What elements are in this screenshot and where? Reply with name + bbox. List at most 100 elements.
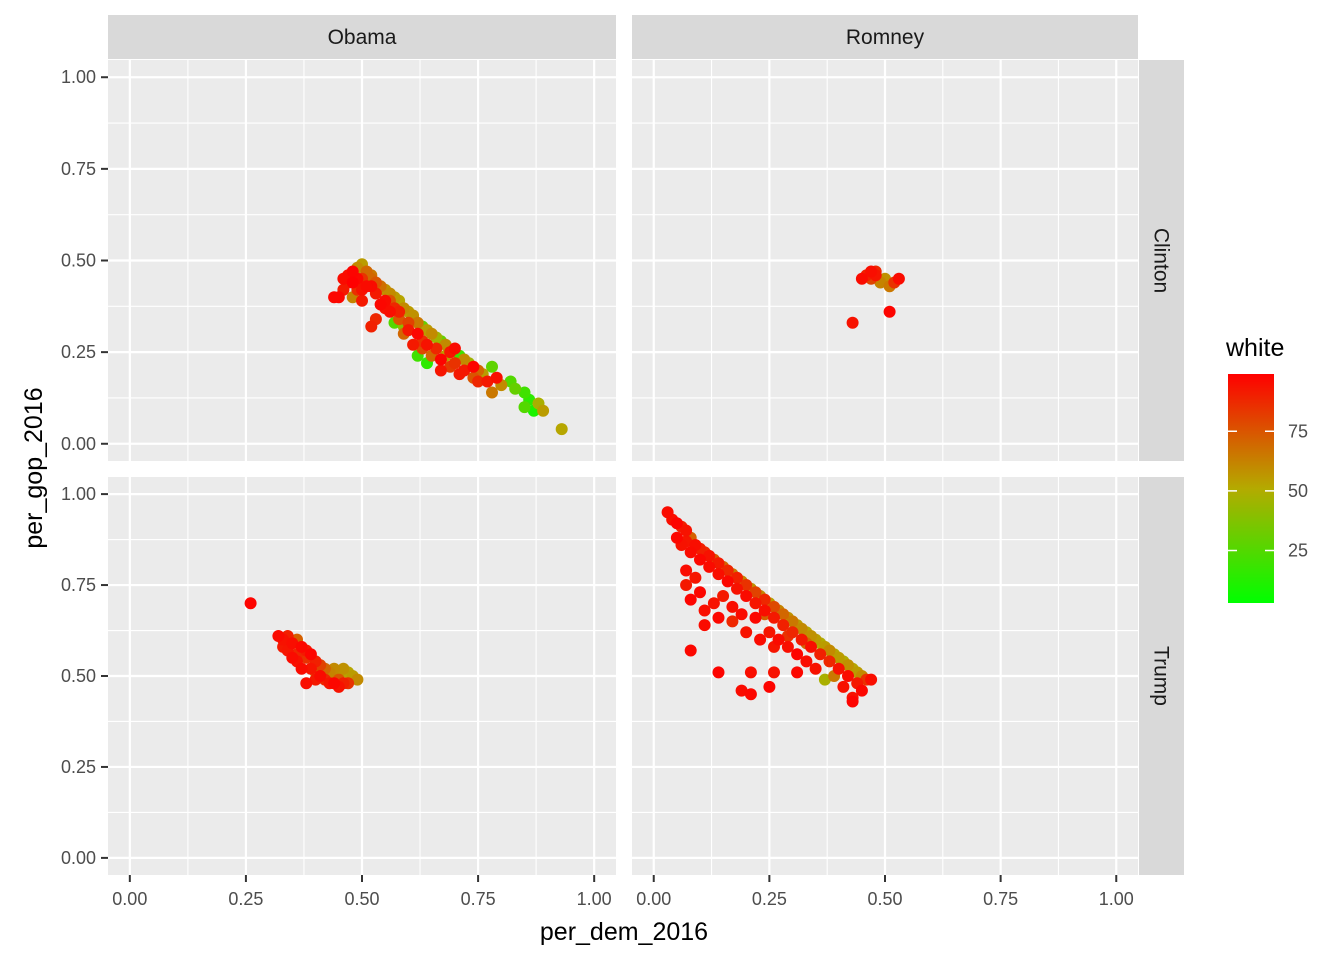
data-point	[360, 280, 373, 293]
data-point	[814, 648, 827, 661]
data-point	[703, 549, 716, 562]
data-point	[486, 360, 498, 373]
data-point	[383, 305, 396, 318]
strip-label-trump: Trump	[1150, 646, 1173, 706]
data-point	[434, 353, 447, 366]
data-point	[795, 622, 808, 635]
x-axis-title: per_dem_2016	[540, 918, 708, 946]
data-point	[467, 360, 480, 373]
data-point	[304, 648, 317, 661]
data-point	[328, 677, 341, 690]
data-point	[346, 265, 359, 278]
data-point	[680, 579, 693, 591]
x-tick-label: 0.75	[983, 889, 1018, 909]
panel-romney-trump	[632, 477, 1138, 875]
data-point	[670, 531, 683, 544]
data-point	[855, 272, 868, 285]
data-point	[365, 320, 378, 333]
legend-tick-label: 75	[1288, 421, 1308, 441]
y-tick-label: 0.50	[61, 666, 96, 686]
data-point	[763, 626, 776, 639]
data-point	[680, 564, 693, 577]
data-point	[328, 291, 341, 304]
data-point	[537, 404, 550, 417]
data-point	[707, 597, 720, 610]
data-point	[490, 371, 503, 384]
x-tick-label: 0.00	[112, 889, 147, 909]
data-point	[772, 633, 785, 646]
data-point	[846, 316, 859, 329]
data-point	[684, 644, 697, 657]
data-point	[425, 327, 438, 340]
data-point	[768, 600, 780, 613]
data-point	[892, 272, 905, 285]
data-point	[694, 586, 706, 599]
data-point	[712, 568, 725, 581]
data-point	[411, 316, 424, 329]
data-point	[740, 626, 753, 639]
axes-layer: 0.00 0.25 0.50 0.75 1.00 0.00 0.25 0.50 0.75 1.00…	[61, 67, 1134, 909]
data-point	[749, 611, 762, 624]
data-point	[832, 651, 845, 664]
data-point	[272, 630, 285, 642]
data-point	[726, 615, 739, 628]
y-tick-label: 0.25	[61, 342, 96, 362]
strip-label-romney: Romney	[846, 26, 925, 49]
strips-layer: Obama Romney Clinton Trump	[108, 15, 1184, 875]
legend-title: white	[1225, 334, 1284, 362]
data-point	[735, 608, 748, 621]
panels-layer	[108, 60, 1138, 875]
data-point	[689, 571, 702, 584]
data-point	[346, 276, 359, 289]
x-tick-label: 0.25	[228, 889, 263, 909]
data-point	[800, 655, 813, 668]
data-point	[731, 571, 743, 584]
y-tick-label: 0.75	[61, 575, 96, 595]
data-point	[430, 342, 443, 355]
data-point	[749, 597, 762, 610]
strip-trump	[1139, 477, 1184, 875]
data-point	[304, 662, 317, 675]
strip-obama	[108, 15, 616, 59]
data-point	[393, 305, 406, 318]
data-point	[518, 401, 531, 414]
data-point	[703, 560, 716, 573]
y-tick-label: 1.00	[61, 67, 96, 87]
legend-tick-label: 25	[1288, 541, 1308, 561]
data-point	[842, 670, 854, 682]
data-point	[805, 640, 817, 653]
data-point	[795, 633, 808, 646]
data-point	[721, 564, 734, 577]
strip-label-obama: Obama	[328, 26, 397, 49]
data-point	[791, 648, 804, 661]
data-point	[481, 375, 494, 388]
data-point	[837, 680, 850, 693]
x-tick-label: 0.25	[752, 889, 787, 909]
panel-romney-clinton	[632, 60, 1138, 461]
y-tick-label: 0.75	[61, 159, 96, 179]
y-tick-label: 0.50	[61, 251, 96, 271]
data-point	[712, 557, 725, 570]
x-tick-label: 0.75	[461, 889, 496, 909]
x-tick-label: 0.00	[636, 889, 671, 909]
data-point	[286, 651, 299, 664]
data-point	[407, 338, 420, 351]
data-point	[448, 342, 461, 355]
data-point	[351, 673, 364, 686]
data-point	[555, 423, 568, 436]
y-tick-label: 0.25	[61, 757, 96, 777]
data-point	[286, 637, 299, 650]
data-point	[712, 611, 725, 624]
data-point	[726, 600, 739, 613]
data-point	[698, 604, 711, 617]
data-point	[842, 659, 854, 672]
data-point	[680, 524, 693, 537]
data-point	[684, 546, 697, 559]
data-point	[786, 626, 799, 639]
data-point	[712, 666, 725, 679]
data-point	[768, 666, 780, 679]
data-point	[721, 575, 734, 588]
data-point	[883, 305, 896, 318]
data-point	[855, 684, 868, 697]
